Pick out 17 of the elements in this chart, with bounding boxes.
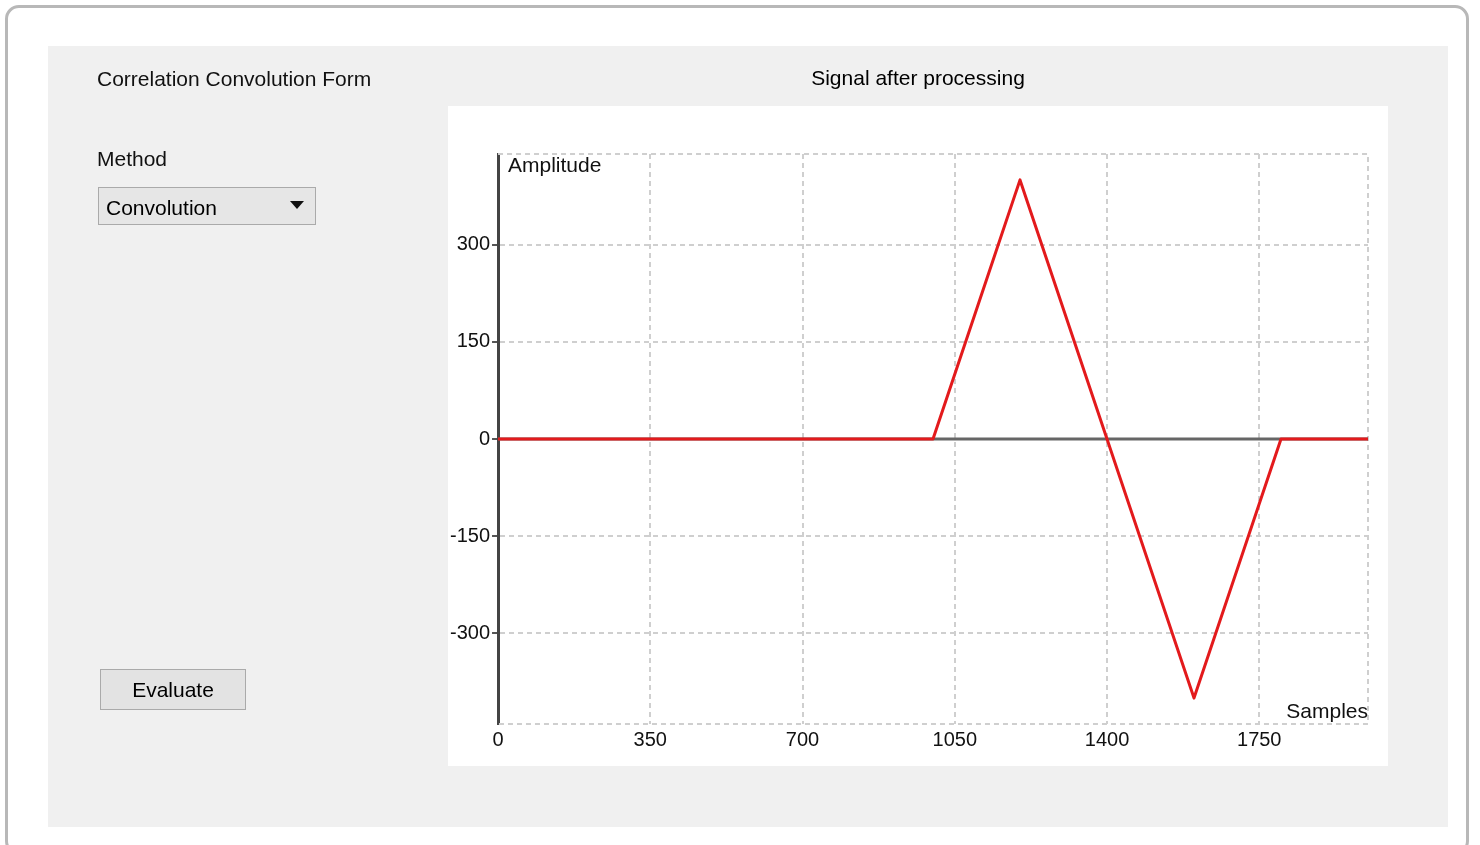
x-tick-label: 350: [633, 727, 667, 750]
text: Method: [97, 147, 168, 171]
x-tick-label: 1400: [1084, 727, 1130, 750]
y-tick-label: -150: [450, 523, 491, 546]
text: Convolution: [106, 196, 217, 220]
y-tick-label: 300: [456, 232, 491, 255]
y-tick-label: 0: [478, 426, 491, 449]
y-tick-label: -300: [450, 620, 491, 643]
x-axis-title: Samples: [1286, 699, 1368, 723]
x-tick-label: 700: [785, 727, 820, 750]
chart-title: Signal after processing: [810, 66, 1026, 90]
y-tick-label: 150: [456, 329, 491, 352]
y-axis-title: Amplitude: [508, 153, 602, 177]
text: Evaluate: [100, 669, 246, 710]
x-tick-label: 1050: [932, 727, 978, 750]
x-tick-label: 1750: [1237, 727, 1282, 750]
text: Correlation Convolution Form: [97, 67, 372, 91]
